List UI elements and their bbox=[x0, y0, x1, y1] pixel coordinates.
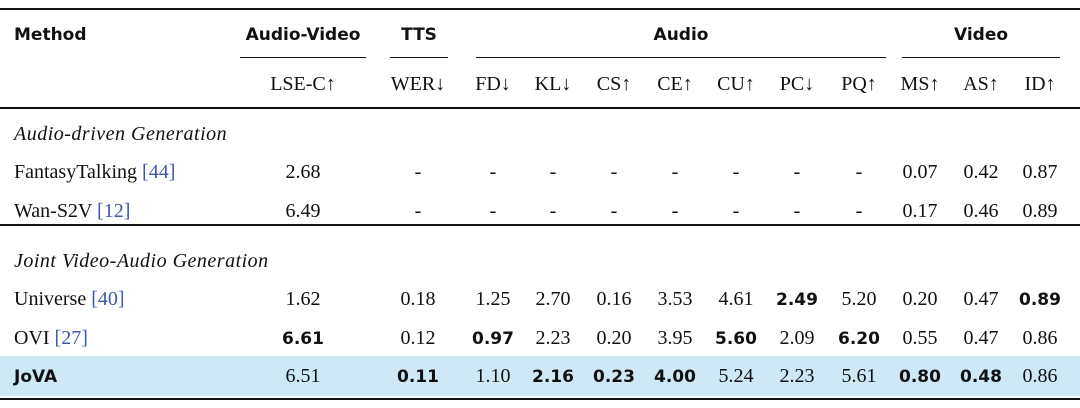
cell: 3.53 bbox=[657, 288, 693, 310]
cell: - bbox=[732, 161, 740, 183]
cell: 3.95 bbox=[657, 326, 693, 349]
cell: - bbox=[732, 199, 740, 222]
cell: - bbox=[549, 161, 557, 183]
metric-header: KL↓ bbox=[534, 73, 572, 95]
cell: 0.16 bbox=[596, 288, 632, 310]
cell: - bbox=[610, 199, 618, 222]
cell: 0.47 bbox=[963, 288, 999, 310]
citation: [27] bbox=[54, 326, 88, 349]
cell: 5.20 bbox=[841, 288, 877, 310]
cell: 0.07 bbox=[902, 161, 938, 183]
citation: [44] bbox=[142, 161, 176, 183]
cell: 2.23 bbox=[535, 326, 571, 349]
cell: - bbox=[610, 161, 618, 183]
cell: - bbox=[855, 199, 863, 222]
cell: - bbox=[414, 199, 422, 222]
cell: 5.61 bbox=[841, 365, 877, 387]
highlight-row bbox=[0, 356, 1080, 396]
cell: 5.60 bbox=[715, 328, 757, 349]
cell: 1.25 bbox=[475, 288, 511, 310]
cell: - bbox=[549, 199, 557, 222]
cell: 2.09 bbox=[779, 326, 815, 349]
metric-header: AS↑ bbox=[963, 73, 999, 95]
rule bbox=[0, 8, 1080, 10]
metric-header: PQ↑ bbox=[841, 73, 877, 95]
cell: 0.86 bbox=[1022, 365, 1058, 387]
cell: 0.12 bbox=[400, 326, 436, 349]
cell: 4.61 bbox=[718, 288, 754, 310]
method-name: FantasyTalking [44] bbox=[14, 161, 176, 183]
cell: 2.23 bbox=[779, 365, 815, 387]
cell: 0.48 bbox=[960, 367, 1002, 387]
cell: 0.87 bbox=[1022, 161, 1058, 183]
cell: 0.89 bbox=[1022, 199, 1058, 222]
cell: 5.24 bbox=[718, 365, 754, 387]
metric-header: CS↑ bbox=[596, 73, 632, 95]
metric-header: CU↑ bbox=[717, 73, 755, 95]
cell: 0.46 bbox=[963, 199, 999, 222]
cell: 0.18 bbox=[400, 288, 436, 310]
cell: 6.61 bbox=[282, 328, 324, 349]
section-title: Audio-driven Generation bbox=[14, 123, 228, 145]
metric-header: FD↓ bbox=[475, 73, 511, 95]
rule bbox=[0, 224, 1080, 226]
metric-header: WER↓ bbox=[390, 73, 446, 95]
group-header: Audio bbox=[653, 25, 709, 45]
section-title: Joint Video-Audio Generation bbox=[14, 250, 269, 272]
group-header: Video bbox=[953, 25, 1009, 45]
method-name: JoVA bbox=[14, 367, 58, 387]
cell: 0.17 bbox=[902, 199, 938, 222]
metric-header: MS↑ bbox=[900, 73, 940, 95]
method-header: Method bbox=[14, 25, 87, 45]
citation: [40] bbox=[91, 288, 125, 310]
cell: 1.62 bbox=[285, 288, 321, 310]
cell: 0.47 bbox=[963, 326, 999, 349]
cell: 0.55 bbox=[902, 326, 938, 349]
group-header: Audio-Video bbox=[245, 25, 361, 45]
metric-header: CE↑ bbox=[657, 73, 693, 95]
cell: 2.49 bbox=[776, 290, 818, 310]
cell: 6.49 bbox=[285, 199, 321, 222]
metric-header: ID↑ bbox=[1024, 73, 1056, 95]
cell: 0.86 bbox=[1022, 326, 1058, 349]
cell: 4.00 bbox=[654, 367, 696, 387]
cell: 0.23 bbox=[593, 367, 635, 387]
cell: 0.89 bbox=[1019, 290, 1061, 310]
cell: - bbox=[489, 199, 497, 222]
rule bbox=[0, 107, 1080, 109]
method-name: Wan-S2V [12] bbox=[14, 199, 131, 222]
cell: 0.42 bbox=[963, 161, 999, 183]
method-name: Universe [40] bbox=[14, 288, 125, 310]
rule bbox=[240, 57, 366, 58]
cell: 6.20 bbox=[838, 328, 880, 349]
cell: 0.11 bbox=[397, 367, 439, 387]
cell: - bbox=[414, 161, 422, 183]
cell: 1.10 bbox=[475, 365, 511, 387]
cell: - bbox=[855, 161, 863, 183]
method-name: OVI [27] bbox=[14, 326, 88, 349]
metric-header: PC↓ bbox=[779, 73, 815, 95]
citation: [12] bbox=[97, 199, 131, 222]
cell: - bbox=[793, 199, 801, 222]
rule bbox=[476, 57, 886, 58]
cell: 0.97 bbox=[472, 328, 514, 349]
cell: 0.80 bbox=[899, 367, 941, 387]
rule bbox=[902, 57, 1060, 58]
cell: 2.16 bbox=[532, 367, 574, 387]
cell: 2.70 bbox=[535, 288, 571, 310]
cell: - bbox=[793, 161, 801, 183]
rule bbox=[390, 57, 448, 58]
cell: 0.20 bbox=[902, 288, 938, 310]
cell: - bbox=[489, 161, 497, 183]
cell: 0.20 bbox=[596, 326, 632, 349]
metric-header: LSE-C↑ bbox=[270, 73, 336, 95]
cell: - bbox=[671, 199, 679, 222]
rule bbox=[0, 398, 1080, 400]
cell: 6.51 bbox=[285, 365, 321, 387]
cell: - bbox=[671, 161, 679, 183]
group-header: TTS bbox=[401, 25, 437, 45]
cell: 2.68 bbox=[285, 161, 321, 183]
